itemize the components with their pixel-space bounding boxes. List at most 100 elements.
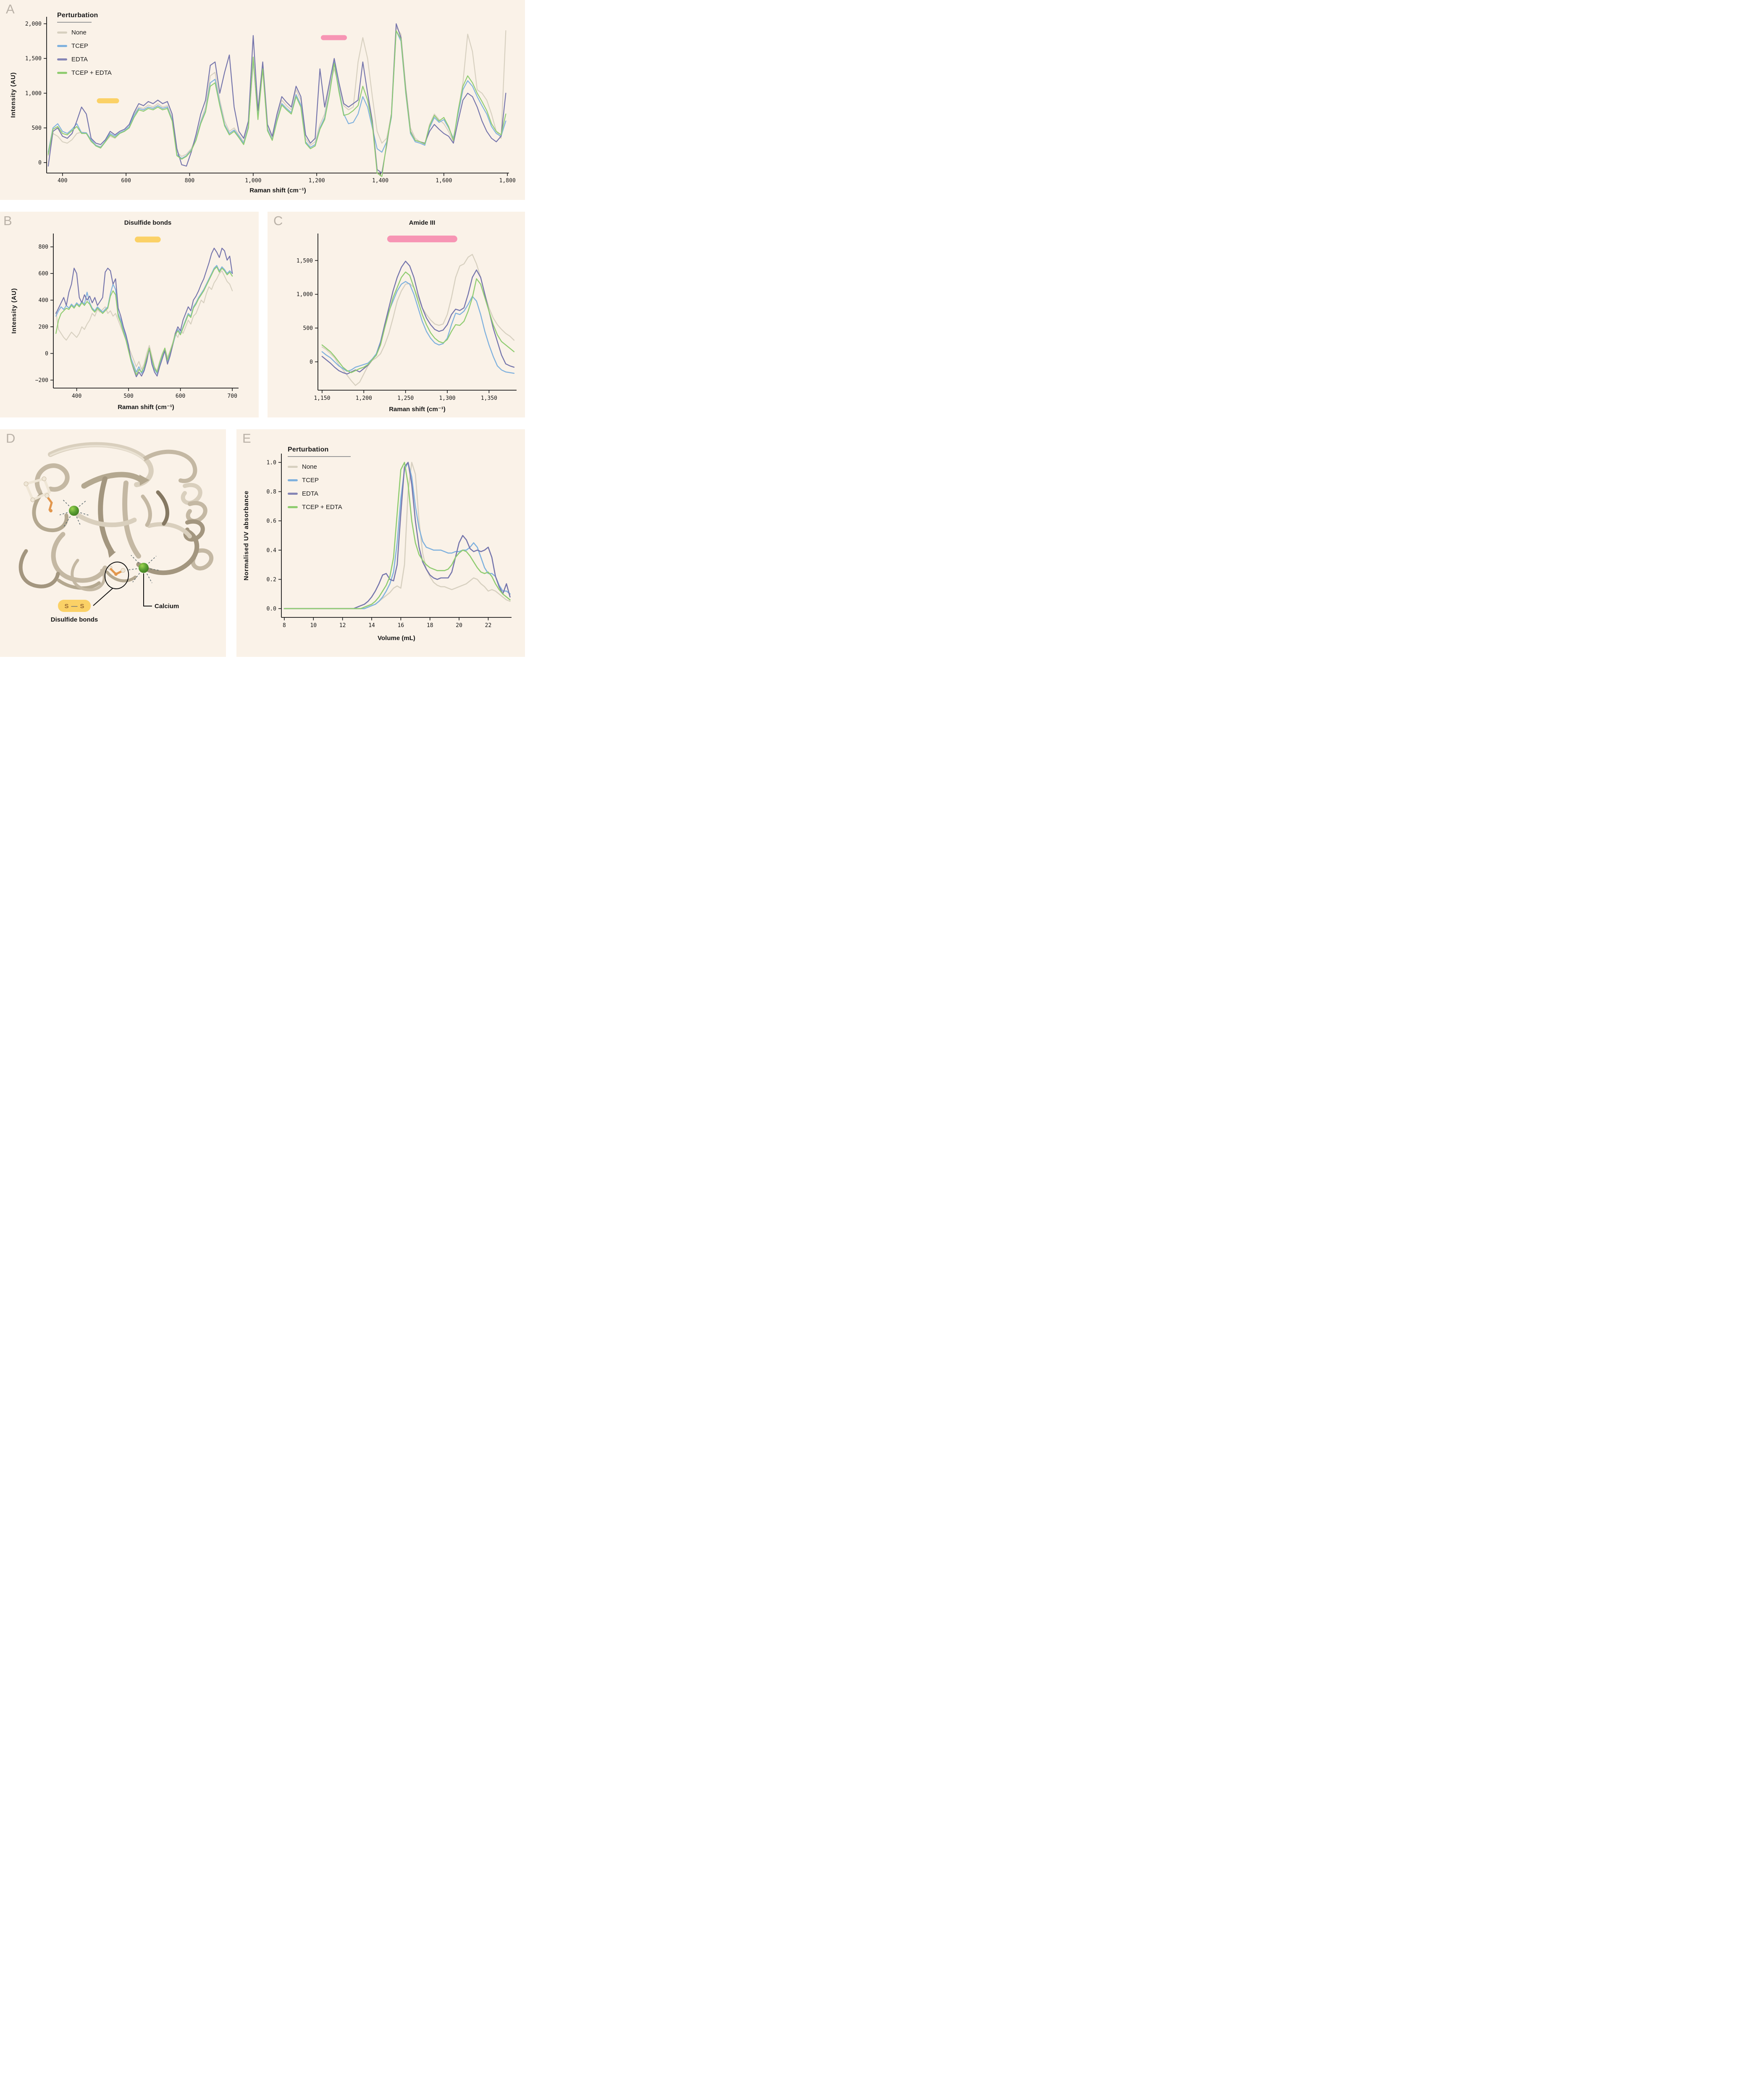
x-tick-label: 22 (485, 622, 492, 629)
legend-swatch-tcep (57, 45, 67, 47)
panel-d-letter: D (6, 431, 16, 446)
legend-title: Perturbation (288, 446, 329, 453)
legend-swatch-tcep (288, 479, 298, 481)
series-line-none (321, 254, 515, 386)
x-tick-label: 1,300 (439, 395, 455, 402)
amide-iii-zoom-chart: 1,150 1,200 1,250 1,300 1,350 0 500 1,000 1,500 R… (296, 234, 517, 413)
x-tick-label: 1,150 (314, 395, 330, 402)
x-tick-label: 500 (123, 393, 133, 399)
legend-swatch-edta (288, 493, 298, 495)
y-axis-title: Normalised UV absorbance (243, 491, 250, 580)
y-tick-label: 0.8 (267, 489, 276, 495)
series-line-edta (321, 260, 515, 375)
y-tick-label: 1,500 (25, 56, 42, 62)
legend-rule (57, 22, 92, 23)
disulfide-bonds-label: Disulfide bonds (51, 616, 98, 623)
panel-c-card: C Amide III 1,150 1,200 1,250 1,300 1,350 0 50… (268, 212, 525, 417)
y-tick-label: 0.0 (267, 606, 276, 612)
legend-item-tcep-edta: TCEP + EDTA (288, 504, 351, 511)
disulfide-sticks-lower (108, 565, 126, 576)
x-tick-label: 10 (310, 622, 317, 629)
legend-item-edta: EDTA (288, 490, 351, 497)
x-axis-title: Raman shift (cm⁻¹) (118, 404, 174, 411)
panel-a-card: A Perturbation None TCEP EDTA TCEP + EDT… (0, 0, 525, 200)
legend-item-none: None (57, 29, 112, 36)
legend-swatch-edta (57, 58, 67, 60)
x-axis-title: Volume (mL) (378, 635, 415, 642)
x-tick-label: 1,600 (436, 178, 452, 184)
series-line-tcep (321, 281, 515, 374)
x-tick-label: 1,200 (309, 178, 325, 184)
x-tick-label: 14 (368, 622, 375, 629)
series-line-tcep_edta (55, 266, 233, 375)
legend-perturbation-e: Perturbation None TCEP EDTA TCEP + EDTA (288, 446, 351, 511)
y-tick-label: 200 (39, 324, 48, 331)
x-tick-label: 12 (339, 622, 346, 629)
sec-chromatogram-chart: 8 10 12 14 16 18 20 22 0.0 0.2 0.4 0.6 0.8 1.0 Volume … (243, 454, 512, 642)
series-line-tcep_edta (283, 462, 511, 609)
x-tick-label: 400 (72, 393, 81, 399)
y-tick-label: 500 (32, 125, 42, 131)
disulfide-sticks-upper (45, 493, 53, 512)
series-line-tcep_edta (47, 30, 506, 177)
x-tick-label: 800 (185, 178, 194, 184)
disulfide-pointer-line (93, 588, 113, 606)
y-tick-label: 0 (310, 359, 313, 365)
x-tick-label: 1,800 (499, 178, 516, 184)
y-tick-label: 1,500 (296, 258, 313, 264)
series-line-tcep_edta (321, 271, 515, 373)
series-line-tcep (47, 30, 506, 159)
x-tick-label: 20 (456, 622, 462, 629)
panel-e-card: E Perturbation None TCEP EDTA TCEP + EDT… (236, 429, 525, 657)
x-axis-title: Raman shift (cm⁻¹) (389, 406, 446, 413)
disulfide-annotation-circle (104, 562, 129, 589)
legend-item-tcep: TCEP (57, 42, 112, 50)
figure-page: A Perturbation None TCEP EDTA TCEP + EDT… (0, 0, 525, 657)
x-axis-title: Raman shift (cm⁻¹) (249, 187, 306, 194)
x-tick-label: 1,200 (356, 395, 372, 402)
legend-swatch-tcep-edta (57, 72, 67, 74)
highlight-band-yellow (134, 236, 161, 243)
x-tick-label: 1,350 (481, 395, 497, 402)
highlight-band-pink (321, 35, 347, 40)
y-tick-label: −200 (35, 377, 48, 383)
y-tick-label: 800 (39, 244, 48, 250)
panel-b-card: B Disulfide bonds 400 500 600 700 −200 0 200 40… (0, 212, 259, 417)
y-axis-title: Intensity (AU) (10, 288, 18, 334)
legend-swatch-none (288, 466, 298, 468)
panel-c-title: Amide III (409, 219, 436, 226)
legend-rule (288, 456, 351, 457)
series-line-edta (47, 23, 506, 174)
y-axis-title: Intensity (AU) (10, 72, 17, 118)
legend-item-tcep: TCEP (288, 477, 351, 484)
protein-structure-illustration: S — S Disulfide bonds Calcium (18, 442, 213, 623)
x-tick-label: 1,400 (372, 178, 388, 184)
panel-e-letter: E (242, 431, 251, 446)
y-tick-label: 1.0 (267, 459, 276, 466)
ribbon-protein (18, 442, 213, 591)
x-tick-label: 400 (58, 178, 67, 184)
calcium-pointer-line (143, 573, 152, 606)
x-tick-label: 18 (427, 622, 433, 629)
highlight-band-yellow (97, 98, 119, 104)
y-tick-label: 400 (39, 297, 48, 304)
s-s-pill: S — S (58, 600, 91, 612)
legend-swatch-none (57, 32, 67, 34)
x-tick-label: 8 (283, 622, 286, 629)
calcium-label: Calcium (155, 603, 179, 610)
y-tick-label: 0 (38, 160, 42, 166)
x-tick-label: 1,250 (397, 395, 414, 402)
panel-a-letter: A (6, 2, 15, 16)
legend-title: Perturbation (57, 12, 98, 19)
x-tick-label: 600 (176, 393, 185, 399)
calcium-ion-lower (128, 555, 160, 583)
y-tick-label: 2,000 (25, 21, 42, 27)
legend-item-none: None (288, 463, 351, 470)
x-tick-label: 16 (398, 622, 404, 629)
panel-d-card: D (0, 429, 226, 657)
y-tick-label: 0.6 (267, 518, 276, 525)
raman-spectra-full-chart: 400 600 800 1,000 1,200 1,400 1,600 1,800 0 500 1,… (10, 17, 516, 194)
series-line-edta (55, 247, 233, 378)
y-tick-label: 0.2 (267, 577, 276, 583)
highlight-band-pink (387, 235, 457, 242)
